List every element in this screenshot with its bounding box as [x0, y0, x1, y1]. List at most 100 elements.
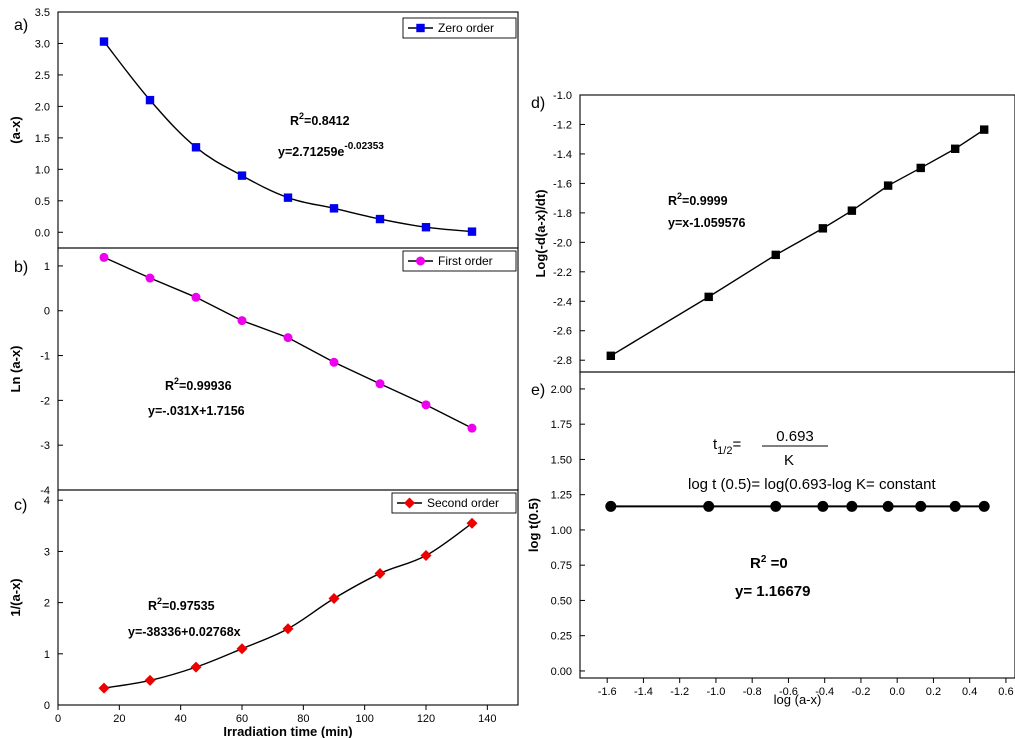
legend-marker	[404, 497, 415, 509]
plot-frame	[57, 11, 519, 249]
data-point	[421, 223, 431, 232]
data-point	[236, 643, 248, 655]
data-point	[847, 206, 857, 215]
data-point	[467, 227, 477, 236]
legend: Zero order	[402, 17, 517, 39]
data-point	[375, 379, 385, 389]
panel-c: c) 0 1 2 3 4 1/(a-x) 0 20 40 60 80 100 120 140 Irradiat…	[8, 489, 519, 738]
data-point	[916, 163, 925, 173]
y-tick-label: 0.75	[551, 560, 572, 572]
fit-equation-label: y=2.71259e-0.02353	[278, 141, 384, 159]
y-tick-label: 3	[44, 546, 50, 558]
series-line	[103, 41, 473, 233]
data-point	[467, 423, 477, 433]
data-point	[191, 292, 201, 302]
legend-box	[402, 250, 517, 272]
x-tick-label: -0.2	[851, 686, 870, 698]
x-tick-label: 140	[478, 713, 496, 725]
x-tick-label: 0.2	[926, 686, 941, 698]
data-point	[818, 224, 828, 233]
y-axis-label: Log(-d(a-x)/dt)	[533, 189, 548, 277]
y-tick-label: 1	[44, 649, 50, 661]
panel-label: d)	[531, 95, 545, 112]
data-point	[282, 623, 294, 635]
y-tick-label: -2.0	[553, 237, 572, 249]
formula-numerator: 0.693	[776, 428, 814, 445]
plot-frame	[57, 247, 519, 491]
y-tick-label: 1.25	[551, 490, 572, 502]
x-tick-label: -1.4	[634, 686, 653, 698]
data-point	[190, 661, 202, 673]
y-tick-label: 1.0	[35, 164, 50, 176]
formula-denominator: K	[784, 452, 794, 469]
x-axis-label: Irradiation time (min)	[223, 724, 352, 738]
data-point	[237, 171, 247, 180]
y-tick-label: 2	[44, 598, 50, 610]
data-point	[283, 193, 293, 202]
x-tick-label: -1.2	[670, 686, 689, 698]
data-point	[329, 204, 339, 213]
plot-frame	[579, 371, 1015, 679]
legend-box	[391, 492, 517, 514]
data-point	[99, 37, 109, 46]
legend: Second order	[391, 492, 517, 514]
y-axis-label: log t(0.5)	[526, 498, 541, 552]
data-point	[882, 500, 894, 512]
y-tick-label: 0	[44, 700, 50, 712]
x-tick-label: -0.6	[779, 686, 798, 698]
x-tick-label: 0.6	[998, 686, 1013, 698]
panel-d: d) -2.8 -2.6 -2.4 -2.2 -2.0 -1.8 -1.6 -1.4 -1.2 -1…	[531, 90, 1015, 373]
y-tick-label: 2.0	[35, 101, 50, 113]
plot-frame	[579, 94, 1015, 373]
fit-equation-label: y=-38336+0.02768x	[128, 625, 241, 639]
data-point	[703, 500, 715, 512]
series-line	[103, 256, 473, 429]
panel-label: b)	[14, 259, 28, 276]
y-tick-label: -2	[40, 395, 50, 407]
data-point	[374, 567, 386, 579]
y-tick-label: -2.8	[553, 355, 572, 367]
data-point	[283, 333, 293, 343]
data-point	[191, 143, 201, 152]
x-tick-label: 80	[297, 713, 309, 725]
formula-line2: log t (0.5)= log(0.693-log K= constant	[688, 476, 936, 493]
y-tick-label: 1.00	[551, 525, 572, 537]
panel-b: b) -4 -3 -2 -1 0 1 Ln (a-x) First order R2=0.9993…	[8, 247, 519, 497]
legend-marker	[416, 256, 425, 266]
y-tick-label: -1	[40, 351, 50, 363]
r-squared-label: R2=0.9999	[668, 191, 728, 208]
y-tick-label: -1.0	[553, 90, 572, 102]
x-tick-label: 0.0	[890, 686, 905, 698]
y-tick-label: -2.4	[553, 296, 572, 308]
data-point	[329, 357, 339, 367]
x-tick-label: 0	[55, 713, 61, 725]
r-squared-label: R2=0.8412	[290, 111, 350, 128]
data-point	[420, 550, 432, 562]
r-squared-label: R2=0.99936	[165, 376, 232, 393]
y-tick-label: 0.25	[551, 631, 572, 643]
legend-label: First order	[438, 254, 493, 268]
y-tick-label: 3.0	[35, 38, 50, 50]
y-tick-label: 3.5	[35, 7, 50, 19]
legend-marker	[416, 23, 425, 33]
data-point	[605, 500, 617, 512]
data-point	[817, 500, 829, 512]
y-tick-label: 4	[44, 495, 50, 507]
formula-lhs: t1/2=	[713, 436, 741, 457]
x-tick-label: 120	[417, 713, 435, 725]
data-point	[466, 517, 478, 529]
data-point	[950, 144, 960, 153]
fit-equation-label: y= 1.16679	[735, 583, 811, 600]
y-tick-label: 0.5	[35, 196, 50, 208]
y-tick-label: 0.0	[35, 227, 50, 239]
data-point	[883, 181, 893, 190]
y-axis-label: Ln (a-x)	[8, 346, 23, 393]
legend-box	[402, 17, 517, 39]
y-tick-label: 0.50	[551, 595, 572, 607]
series-line	[610, 129, 985, 357]
y-axis-label: 1/(a-x)	[8, 578, 23, 616]
plot-frame	[57, 489, 519, 706]
y-tick-label: -1.8	[553, 208, 572, 220]
